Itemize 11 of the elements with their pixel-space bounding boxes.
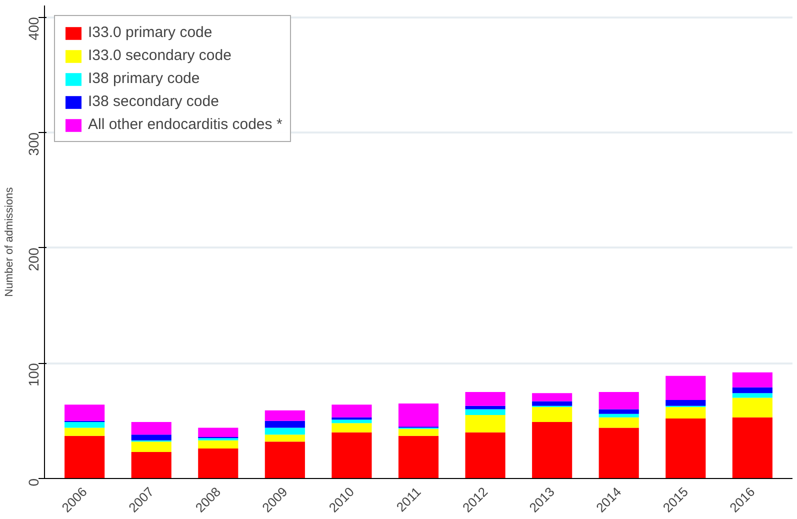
y-tick-label: 0 (26, 478, 42, 486)
y-tick-label: 200 (26, 248, 42, 272)
legend-label: I38 primary code (88, 70, 200, 87)
legend-label: I38 secondary code (88, 93, 219, 110)
y-tick-label: 400 (26, 16, 42, 40)
y-tick-label: 100 (26, 362, 42, 386)
legend-label: I33.0 primary code (88, 24, 212, 41)
legend-label: All other endocarditis codes * (88, 116, 282, 133)
y-axis-title: Number of admissions (4, 186, 16, 297)
y-tick-label: 300 (26, 132, 42, 156)
legend-label: I33.0 secondary code (88, 47, 232, 64)
